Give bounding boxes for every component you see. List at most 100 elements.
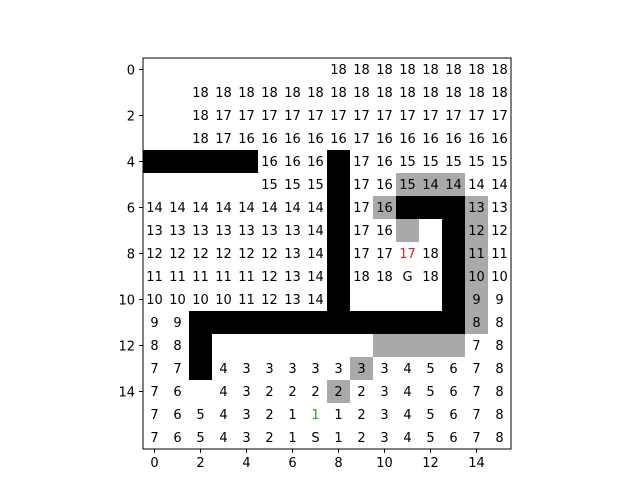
cell-value: 8 <box>495 339 503 354</box>
goal-marker: 17 <box>399 247 416 262</box>
cell-value: 7 <box>472 408 480 423</box>
x-tick-label: 14 <box>468 456 485 471</box>
cell-value: 5 <box>196 408 204 423</box>
cell-value: 2 <box>357 431 365 446</box>
cell-value: 7 <box>472 362 480 377</box>
cell-value: 14 <box>307 270 324 285</box>
cell-value: 13 <box>261 224 278 239</box>
cell-value: 18 <box>238 86 255 101</box>
cell-value: 10 <box>215 293 232 308</box>
cell-value: 13 <box>284 247 301 262</box>
path-cell <box>373 196 396 219</box>
cell-value: 7 <box>150 408 158 423</box>
start-marker: 1 <box>311 408 319 423</box>
y-tick-label: 14 <box>118 386 135 401</box>
cell-value: 5 <box>426 408 434 423</box>
cell-value: 2 <box>265 431 273 446</box>
wall-cell <box>304 311 327 334</box>
wall-cell <box>327 173 350 196</box>
cell-value: 3 <box>288 362 296 377</box>
cell-value: 17 <box>376 247 393 262</box>
cell-value: 18 <box>468 86 485 101</box>
path-cell <box>465 265 488 288</box>
wall-cell <box>327 242 350 265</box>
cell-value: 6 <box>173 385 181 400</box>
wall-cell <box>396 196 419 219</box>
cell-value: 9 <box>173 316 181 331</box>
cell-value: 18 <box>353 86 370 101</box>
cell-value: 16 <box>376 155 393 170</box>
cell-value: 2 <box>357 385 365 400</box>
cell-value: 4 <box>219 408 227 423</box>
cell-value: 9 <box>495 293 503 308</box>
path-cell <box>465 219 488 242</box>
x-tick-label: 10 <box>376 456 393 471</box>
wall-cell <box>442 265 465 288</box>
cell-value: 8 <box>495 431 503 446</box>
wall-cell <box>327 150 350 173</box>
x-tick-label: 0 <box>150 456 158 471</box>
cell-value: 13 <box>146 224 163 239</box>
cell-value: 14 <box>307 293 324 308</box>
cell-value: 2 <box>265 408 273 423</box>
cell-value: 8 <box>495 385 503 400</box>
cell-value: 16 <box>491 132 508 147</box>
cell-value: 17 <box>215 132 232 147</box>
cell-value: 16 <box>468 132 485 147</box>
cell-value: 18 <box>192 155 209 170</box>
cell-value: 16 <box>376 201 393 216</box>
cell-value: 15 <box>399 178 416 193</box>
wall-cell <box>235 150 258 173</box>
cell-value: 15 <box>399 155 416 170</box>
cell-value: 14 <box>307 201 324 216</box>
cell-value: 1 <box>288 408 296 423</box>
cell-value: 10 <box>192 293 209 308</box>
cell-value: 18 <box>192 86 209 101</box>
cell-value: 15 <box>468 155 485 170</box>
cell-value: 7 <box>150 431 158 446</box>
cell-value: 13 <box>445 201 462 216</box>
cell-value: 14 <box>192 201 209 216</box>
path-cell <box>396 334 419 357</box>
y-tick-label: 2 <box>127 110 135 125</box>
cell-value: 4 <box>403 362 411 377</box>
cell-value: 18 <box>330 86 347 101</box>
cell-value: 16 <box>238 132 255 147</box>
cell-value: 6 <box>173 408 181 423</box>
cell-value: 3 <box>357 362 365 377</box>
cell-value: 16 <box>330 132 347 147</box>
cell-value: 7 <box>150 362 158 377</box>
wall-cell <box>258 311 281 334</box>
cell-value: 14 <box>307 247 324 262</box>
cell-value: 16 <box>307 155 324 170</box>
cell-value: 13 <box>284 316 301 331</box>
wall-cell <box>442 288 465 311</box>
cell-value: 4 <box>219 362 227 377</box>
y-tick-label: 10 <box>118 294 135 309</box>
wall-cell <box>327 288 350 311</box>
cell-value: 16 <box>399 132 416 147</box>
cell-value: 5 <box>426 362 434 377</box>
cell-value: 1 <box>334 431 342 446</box>
cell-value: 13 <box>215 224 232 239</box>
cell-value: 18 <box>445 63 462 78</box>
path-cell <box>465 288 488 311</box>
cell-value: 13 <box>284 270 301 285</box>
cell-value: 18 <box>491 86 508 101</box>
cell-value: 18 <box>192 109 209 124</box>
cell-value: 17 <box>376 109 393 124</box>
cell-value: 6 <box>449 385 457 400</box>
cell-value: 5 <box>426 385 434 400</box>
cell-value: 13 <box>238 224 255 239</box>
cell-value: 11 <box>468 247 485 262</box>
path-cell <box>419 173 442 196</box>
cell-value: 15 <box>422 155 439 170</box>
cell-value: 5 <box>426 431 434 446</box>
cell-value: 13 <box>192 224 209 239</box>
cell-value: 18 <box>376 270 393 285</box>
cell-value: 8 <box>150 339 158 354</box>
cell-value: 17 <box>353 178 370 193</box>
cell-value: 12 <box>261 316 278 331</box>
